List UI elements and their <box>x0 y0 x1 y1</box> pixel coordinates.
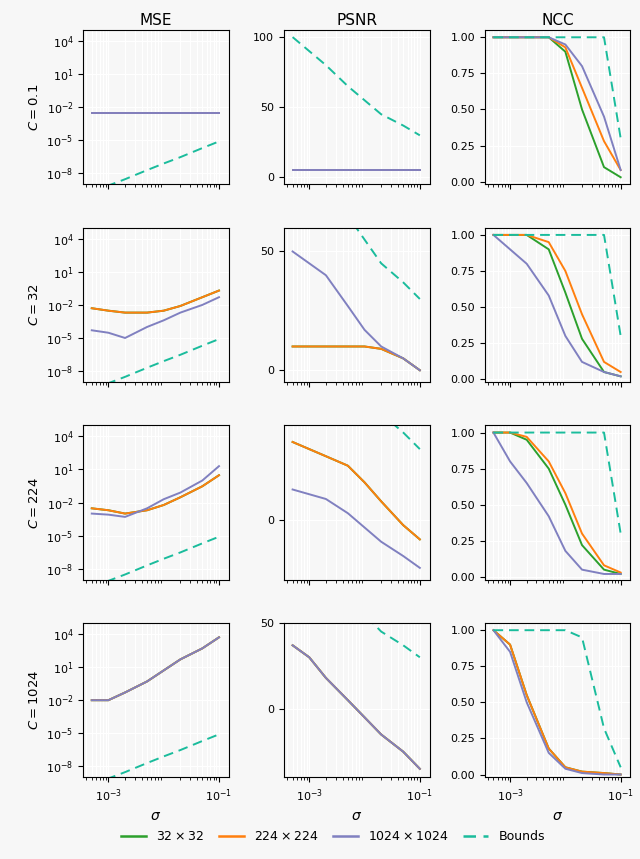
Legend: $32 \times 32$, $224 \times 224$, $1024 \times 1024$, Bounds: $32 \times 32$, $224 \times 224$, $1024 … <box>116 825 550 849</box>
Y-axis label: $C = 0.1$: $C = 0.1$ <box>28 83 41 131</box>
X-axis label: $\sigma$: $\sigma$ <box>351 809 362 823</box>
Y-axis label: $C = 32$: $C = 32$ <box>28 283 41 326</box>
Title: PSNR: PSNR <box>336 13 378 27</box>
X-axis label: $\sigma$: $\sigma$ <box>150 809 161 823</box>
Y-axis label: $C = 1024$: $C = 1024$ <box>28 670 41 730</box>
Title: NCC: NCC <box>541 13 574 27</box>
Title: MSE: MSE <box>140 13 172 27</box>
Y-axis label: $C = 224$: $C = 224$ <box>28 477 41 528</box>
X-axis label: $\sigma$: $\sigma$ <box>552 809 563 823</box>
